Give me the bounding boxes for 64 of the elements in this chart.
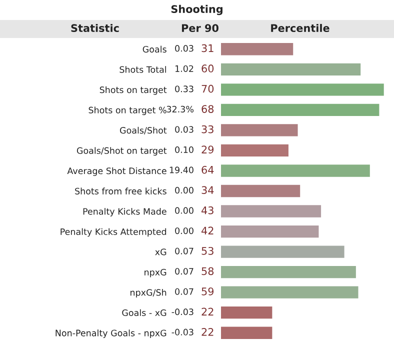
bar xyxy=(221,225,319,238)
y-tick-label: Average Shot Distance xyxy=(67,167,166,176)
data-label: 33 xyxy=(202,125,214,134)
data-label: 70 xyxy=(202,84,214,93)
y-tick-label: Shots on target % xyxy=(88,106,166,116)
data-label: 22 xyxy=(202,308,214,316)
data-label: 59 xyxy=(202,287,214,296)
data-label: 43 xyxy=(202,206,214,214)
y-tick-label: Shots from free kicks xyxy=(75,188,166,194)
text: -0.03 xyxy=(172,328,194,336)
text: 19.40 xyxy=(170,166,194,174)
bar xyxy=(221,144,288,157)
text: Percentile xyxy=(271,24,330,32)
text: 32.3% xyxy=(166,106,194,112)
text: Per 90 xyxy=(182,24,218,32)
bar xyxy=(221,286,358,298)
data-label: 29 xyxy=(202,146,214,154)
y-tick-label: Non-Penalty Goals - npxG xyxy=(56,330,166,338)
bar xyxy=(221,43,294,56)
bar xyxy=(221,164,370,177)
y-tick-label: npxG xyxy=(144,268,166,278)
text: Statistic xyxy=(71,24,119,32)
text: 0.07 xyxy=(175,248,194,254)
data-label: 22 xyxy=(202,328,214,336)
bar xyxy=(221,84,384,96)
text: 0.03 xyxy=(175,126,194,133)
data-label: 58 xyxy=(202,267,214,276)
data-label: 42 xyxy=(202,226,214,234)
y-tick-label: Shots Total xyxy=(120,66,166,73)
text: -0.03 xyxy=(172,308,194,316)
text: 0.07 xyxy=(175,288,194,295)
data-label: 64 xyxy=(202,166,214,174)
text: 0.33 xyxy=(175,86,194,92)
bar xyxy=(221,104,380,116)
bar xyxy=(221,246,344,258)
text: 0.00 xyxy=(175,207,194,214)
text: 0.07 xyxy=(175,268,194,275)
data-label: 53 xyxy=(202,246,214,255)
bar xyxy=(221,326,272,339)
bar xyxy=(221,124,298,136)
bar xyxy=(221,306,272,319)
text: 1.02 xyxy=(175,65,194,72)
data-label: 34 xyxy=(202,186,214,194)
y-tick-label: Penalty Kicks Made xyxy=(83,208,166,216)
data-label: 31 xyxy=(202,44,214,52)
chart-title: Shooting xyxy=(171,4,222,16)
text: 0.00 xyxy=(175,186,194,194)
text: 0.00 xyxy=(175,227,194,234)
bar xyxy=(221,184,300,198)
bar xyxy=(221,266,356,278)
y-tick-label: npxG/Sh xyxy=(130,289,166,298)
y-tick-label: Penalty Kicks Attempted xyxy=(60,228,166,237)
y-tick-label: Goals/Shot on target xyxy=(76,147,167,156)
bar xyxy=(221,63,361,76)
data-label: 68 xyxy=(202,105,214,113)
text: 0.03 xyxy=(175,45,194,52)
text: 0.10 xyxy=(175,146,194,154)
bar xyxy=(221,205,322,218)
y-tick-label: Goals xyxy=(142,46,166,53)
y-tick-label: Goals/Shot xyxy=(120,126,167,134)
y-tick-label: Shots on target xyxy=(100,86,167,95)
y-tick-label: xG xyxy=(155,248,166,256)
data-label: 60 xyxy=(202,64,214,72)
y-tick-label: Goals - xG xyxy=(122,309,166,316)
